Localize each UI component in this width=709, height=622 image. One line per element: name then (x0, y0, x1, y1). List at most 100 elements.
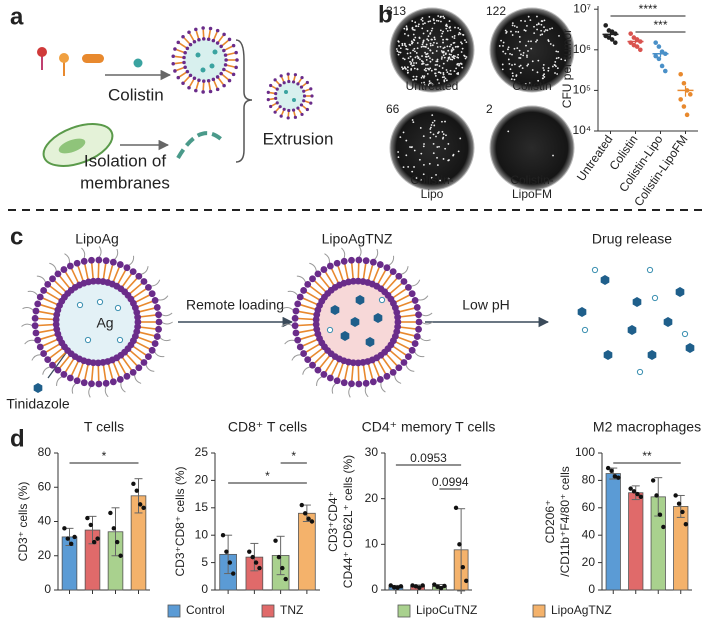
colony (405, 139, 408, 142)
colony (407, 165, 410, 168)
colony (547, 39, 550, 41)
colony (448, 45, 451, 48)
lipid-head (405, 353, 412, 361)
data-point (131, 481, 136, 487)
colony (519, 64, 522, 67)
lipid-head (176, 75, 181, 80)
colony (546, 29, 549, 32)
lipid-head (395, 272, 403, 280)
lipid-head (355, 256, 363, 264)
lipid-head (309, 87, 313, 91)
lipid-tail (49, 347, 63, 359)
lipid-head (171, 54, 175, 59)
lipid-tail (59, 275, 71, 289)
data-point (683, 522, 689, 527)
colony (422, 76, 425, 79)
data-point (398, 584, 404, 589)
step-label: Remote loading (186, 297, 284, 313)
colony (542, 74, 545, 77)
lipid-tail (45, 343, 61, 353)
legend-swatch (167, 604, 181, 618)
colony (504, 52, 507, 55)
lipid-tail (397, 300, 413, 308)
lipid-head (266, 98, 270, 102)
lipid-head (415, 325, 422, 333)
peg-chain (150, 279, 161, 287)
colony (450, 50, 453, 53)
colony (397, 40, 400, 43)
lipid-head (222, 48, 226, 53)
lipid-head (54, 366, 62, 374)
dish-label: LipoFM (512, 187, 552, 201)
step-label: membranes (80, 173, 170, 192)
data-point (65, 536, 71, 541)
colony (459, 62, 462, 65)
colony (556, 73, 559, 75)
colony (448, 20, 451, 22)
data-point (635, 491, 640, 497)
colony (517, 31, 520, 33)
colony (406, 66, 409, 69)
colony (425, 43, 428, 46)
legend-swatch (532, 604, 546, 618)
data-point (257, 565, 262, 571)
lipid-head (187, 85, 191, 90)
lipid-head (273, 110, 277, 114)
y-tick-label: 10 (195, 527, 209, 541)
colony (459, 137, 462, 140)
colony (395, 48, 398, 50)
colony (427, 67, 429, 70)
colony (427, 55, 430, 58)
lipid-tail (121, 273, 132, 288)
lipid-head (286, 116, 290, 120)
colony (436, 156, 438, 159)
colony (449, 58, 452, 61)
lipid-head (413, 304, 421, 311)
lipid-head (287, 79, 291, 84)
lipid-tail (49, 285, 63, 297)
colony (412, 38, 415, 41)
colony (507, 48, 509, 51)
lipid-tail (314, 351, 327, 364)
peg-chain (159, 336, 171, 342)
lipid-head (31, 322, 39, 330)
colony (533, 32, 536, 35)
colony (564, 59, 567, 62)
colony (418, 36, 421, 39)
lipid-tail (398, 331, 415, 337)
data-point (438, 585, 444, 591)
lipid-head (223, 63, 228, 67)
colony (422, 23, 424, 25)
lipid-tail (208, 81, 212, 91)
lipid-tail (367, 363, 374, 380)
colony (422, 45, 425, 48)
colony (410, 62, 413, 64)
peg-chain (161, 321, 173, 325)
colony (421, 43, 424, 46)
lipid-head (183, 65, 187, 69)
lipid-head (176, 40, 181, 45)
lipid-head (235, 58, 239, 62)
colony (552, 154, 554, 157)
colony (406, 52, 409, 55)
colony (530, 40, 532, 43)
peg-chain (331, 382, 337, 394)
lipid-tail (314, 280, 327, 293)
colony (543, 26, 545, 28)
lipid-head (135, 364, 143, 372)
colony (464, 39, 466, 42)
colony (430, 126, 432, 129)
lipid-head (202, 37, 206, 41)
peg-chain (296, 275, 307, 284)
lipid-head (185, 69, 190, 74)
data-point (410, 583, 415, 588)
colony (445, 69, 448, 71)
lipid-icon (37, 47, 47, 57)
step-label: Isolation of (84, 151, 166, 170)
colony (449, 26, 452, 28)
lipid-tail (271, 85, 277, 90)
data-point (656, 44, 662, 49)
colony (560, 58, 563, 61)
lipid-head (36, 343, 44, 351)
colony (442, 38, 444, 41)
